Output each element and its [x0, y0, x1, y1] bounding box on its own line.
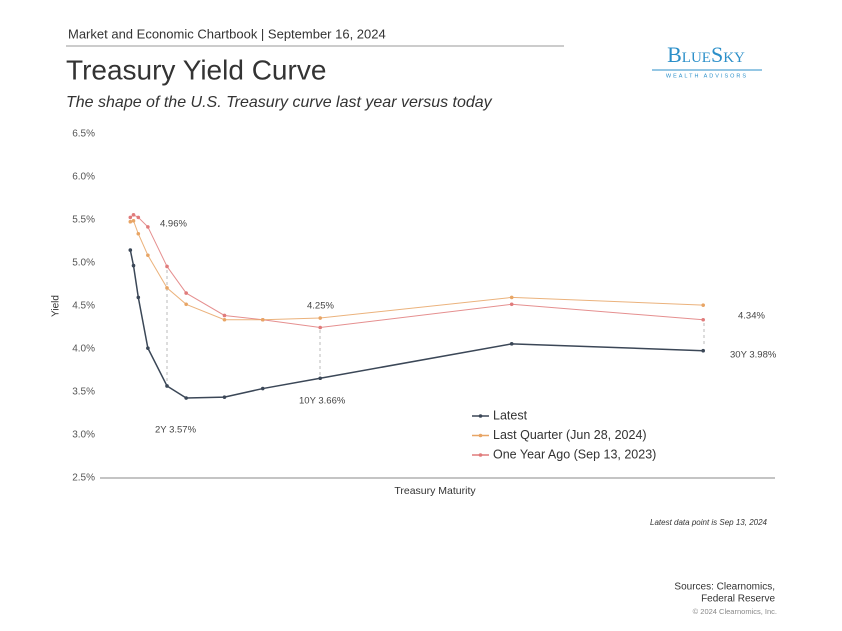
chart-subtitle: The shape of the U.S. Treasury curve las… [66, 94, 493, 111]
series-point [136, 295, 141, 300]
series-point [509, 342, 514, 346]
series-point [318, 325, 323, 330]
series-point [146, 225, 150, 229]
y-tick-label: 2.5% [72, 473, 95, 484]
legend-label: Last Quarter (Jun 28, 2024) [493, 428, 647, 442]
legend-swatch [478, 414, 483, 418]
y-tick-label: 5.5% [72, 215, 95, 226]
chart-title: Treasury Yield Curve [66, 54, 326, 85]
series-point [260, 386, 265, 391]
header: Market and Economic Chartbook | Septembe… [68, 26, 386, 41]
series-point [260, 317, 265, 322]
series-point [128, 215, 133, 220]
series-point [222, 313, 227, 318]
legend-label: Latest [493, 408, 528, 422]
series-point [318, 376, 323, 381]
annotation: 4.96% [160, 219, 187, 230]
y-tick-label: 6.5% [72, 129, 95, 140]
legend-label: One Year Ago (Sep 13, 2023) [493, 447, 656, 461]
series-point [165, 286, 169, 290]
y-tick-label: 3.5% [72, 387, 95, 398]
sources: Sources: Clearnomics, [674, 582, 775, 593]
series-point [318, 316, 323, 320]
annotation: 30Y 3.98% [730, 350, 777, 361]
series-point [701, 348, 705, 353]
footnote: Latest data point is Sep 13, 2024 [650, 518, 768, 527]
series-point [131, 263, 136, 268]
sources: Federal Reserve [701, 594, 775, 605]
annotation: 4.34% [738, 311, 765, 322]
x-axis-label: Treasury Maturity [394, 485, 476, 497]
series-point [146, 346, 150, 350]
series-point [131, 213, 136, 217]
y-axis-label: Yield [51, 295, 62, 317]
logo-name: BlueSky [667, 42, 745, 67]
series-line [130, 220, 704, 321]
annotation: 10Y 3.66% [299, 396, 346, 407]
series-point [128, 219, 133, 224]
series-point [509, 302, 514, 307]
series-point [128, 248, 133, 252]
series-point [165, 384, 169, 388]
legend-swatch [478, 453, 483, 457]
series-point [222, 317, 227, 322]
series-point [165, 264, 169, 269]
series-point [184, 302, 188, 307]
series-point [184, 396, 188, 400]
annotation: 4.25% [307, 301, 334, 312]
connectors [166, 270, 705, 383]
series-point [701, 303, 705, 307]
y-tick-label: 6.0% [72, 172, 95, 183]
series-point [146, 253, 150, 258]
series-point [184, 291, 188, 295]
legend-swatch [478, 433, 483, 438]
series-point [136, 215, 141, 220]
series-line [129, 214, 704, 329]
series-point [136, 231, 141, 236]
y-tick-label: 4.0% [72, 344, 95, 355]
series-point [222, 395, 227, 399]
series-line [129, 249, 704, 399]
series-point [701, 317, 705, 322]
y-tick-label: 5.0% [72, 258, 95, 269]
y-tick-label: 3.0% [72, 430, 95, 441]
series-point [131, 219, 136, 223]
annotation: 2Y 3.57% [155, 425, 197, 436]
y-tick-label: 4.5% [72, 301, 95, 312]
logo-tagline: WEALTH ADVISORS [666, 73, 748, 79]
copyright: © 2024 Clearnomics, Inc. [693, 607, 777, 616]
series-point [509, 295, 514, 300]
